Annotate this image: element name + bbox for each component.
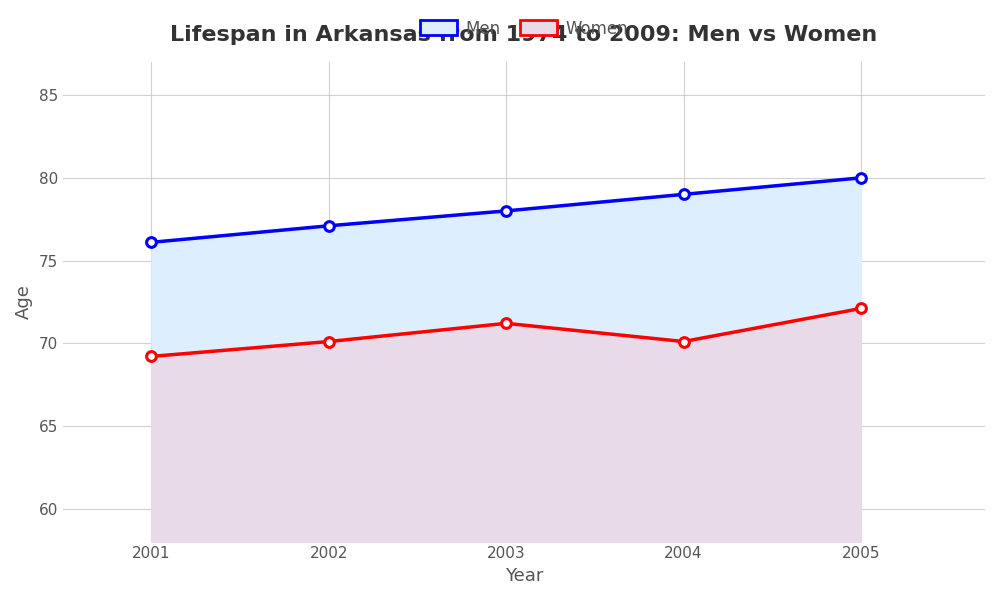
Y-axis label: Age: Age — [15, 284, 33, 319]
X-axis label: Year: Year — [505, 567, 543, 585]
Title: Lifespan in Arkansas from 1974 to 2009: Men vs Women: Lifespan in Arkansas from 1974 to 2009: … — [170, 25, 878, 45]
Legend: Men, Women: Men, Women — [413, 13, 634, 44]
